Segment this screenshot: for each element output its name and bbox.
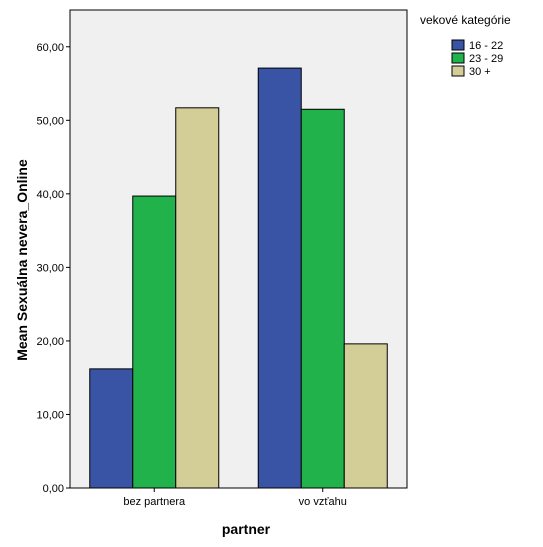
legend-label: 16 - 22 (469, 40, 503, 52)
legend-swatch (451, 39, 465, 51)
bar (343, 343, 388, 489)
legend-title: vekové kategórie (420, 13, 511, 27)
y-tick-label: 50,00 (36, 115, 64, 127)
legend-label: 30 + (469, 66, 491, 78)
legend-swatch (451, 52, 465, 64)
legend-label: 23 - 29 (469, 53, 503, 65)
y-tick-label: 40,00 (36, 189, 64, 201)
y-tick-label: 0,00 (43, 483, 64, 495)
y-tick-label: 30,00 (36, 262, 64, 274)
bar (89, 368, 134, 489)
y-tick-label: 10,00 (36, 409, 64, 421)
x-axis: bez partnera vo vzťahu (123, 488, 347, 508)
bar (175, 107, 220, 489)
x-tick-label: vo vzťahu (299, 496, 347, 508)
bars (89, 67, 388, 489)
bar (300, 108, 345, 489)
y-axis: 0,00 10,00 20,00 30,00 40,00 50,00 60,00 (36, 42, 70, 495)
bar (132, 195, 177, 489)
x-tick-label: bez partnera (123, 496, 186, 508)
y-tick-label: 60,00 (36, 42, 64, 54)
legend-swatch (451, 65, 465, 77)
y-axis-label: Mean Sexuálna nevera_Online (14, 159, 30, 361)
x-axis-label: partner (222, 521, 271, 537)
y-tick-label: 20,00 (36, 336, 64, 348)
bar (257, 67, 302, 489)
